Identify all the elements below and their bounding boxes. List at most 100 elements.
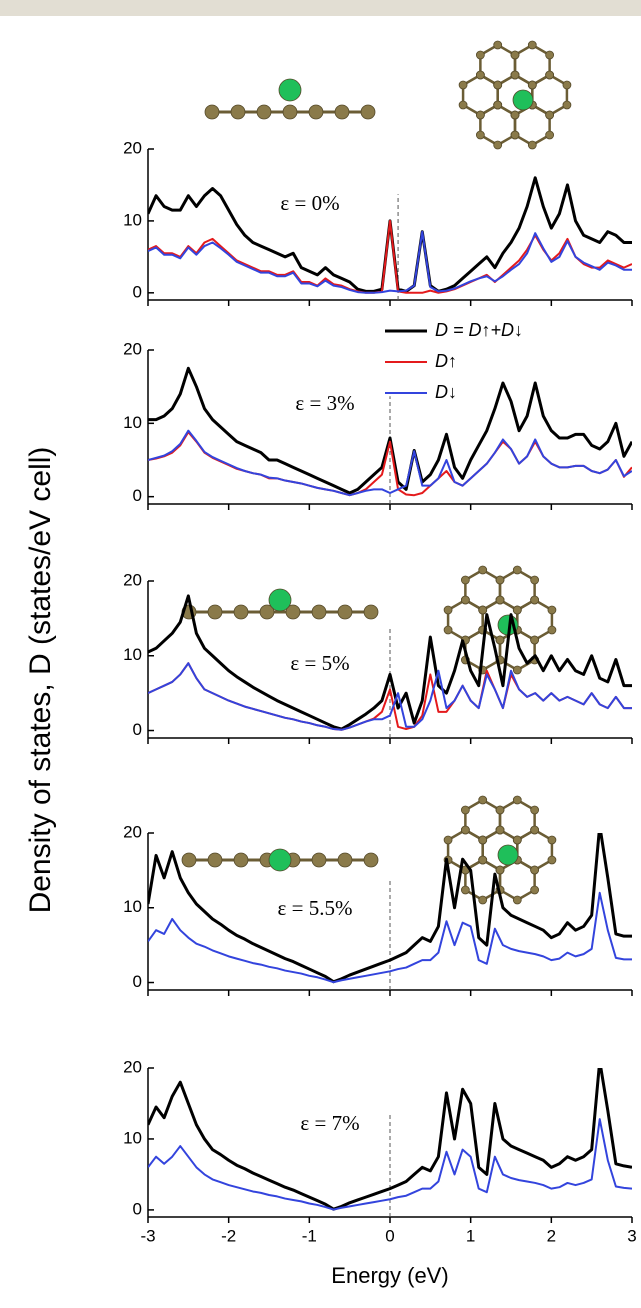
x-tick-label: 1 [466,1226,475,1245]
atom [337,852,353,868]
x-tick-label: 2 [547,1226,556,1245]
atom [363,852,379,868]
atom [181,852,197,868]
legend-label: D↓ [435,382,457,402]
y-tick-label: 10 [123,1128,142,1147]
atom [311,604,327,620]
series-line [148,1068,632,1211]
atom [530,865,540,875]
x-tick-label: -1 [302,1226,317,1245]
atom [207,852,223,868]
atom [493,140,503,150]
atom [363,604,379,620]
atom [230,104,246,120]
series-line [148,662,632,731]
atom [204,104,220,120]
atom [547,625,557,635]
y-tick-label: 20 [123,1057,142,1076]
y-tick-label: 20 [123,570,142,589]
atom [510,50,520,60]
ring [498,858,536,902]
atom [530,825,540,835]
atom [311,852,327,868]
atom [545,50,555,60]
annotation: ε = 3% [295,391,354,415]
atom [512,795,522,805]
atom [337,604,353,620]
y-axis-label: Density of states, D (states/eV cell) [24,447,57,914]
atom [475,50,485,60]
atom [478,565,488,575]
atom [443,835,453,845]
atom [495,635,505,645]
atom [460,885,470,895]
atom [495,825,505,835]
atom [512,605,522,615]
y-tick-label: 10 [123,645,142,664]
atom [495,575,505,585]
annotation: ε = 5% [290,651,349,675]
top-bar [0,0,641,16]
series-line [148,230,632,294]
ring [513,103,551,147]
atom [495,595,505,605]
annotation: ε = 5.5% [278,896,353,920]
atom [282,104,298,120]
series-line [148,176,632,293]
atom [530,885,540,895]
atom [460,575,470,585]
atom [512,89,534,111]
x-tick-label: 3 [627,1226,636,1245]
atom [233,852,249,868]
atom [360,104,376,120]
atom [256,104,272,120]
annotation: ε = 7% [300,1111,359,1135]
atom [493,80,503,90]
atom [527,40,537,50]
atom [285,604,301,620]
atom [530,575,540,585]
y-tick-label: 20 [123,339,142,358]
atom [495,805,505,815]
y-tick-label: 0 [133,720,142,739]
atom [478,835,488,845]
atom [530,805,540,815]
atom [475,130,485,140]
atom [493,100,503,110]
atom [512,665,522,675]
atom [268,848,292,872]
series-line [148,429,632,497]
y-tick-label: 20 [123,822,142,841]
ring [464,798,502,842]
y-tick-label: 10 [123,897,142,916]
atom [259,604,275,620]
atom [545,110,555,120]
ring [513,43,551,87]
y-tick-label: 0 [133,972,142,991]
atom [478,855,488,865]
atom [334,104,350,120]
atom [460,805,470,815]
atom [460,825,470,835]
atom [510,110,520,120]
x-tick-label: -2 [221,1226,236,1245]
series-line [148,891,632,984]
ring [498,798,536,842]
ring [464,568,502,612]
atom [493,40,503,50]
atom [527,80,537,90]
atom [478,795,488,805]
y-tick-label: 20 [123,138,142,157]
atom [207,604,223,620]
y-tick-label: 0 [133,1199,142,1218]
atom [527,140,537,150]
atom [530,595,540,605]
atom [478,605,488,615]
x-tick-label: 0 [385,1226,394,1245]
atom [545,70,555,80]
atom [510,130,520,140]
atom [475,70,485,80]
atom [268,588,292,612]
